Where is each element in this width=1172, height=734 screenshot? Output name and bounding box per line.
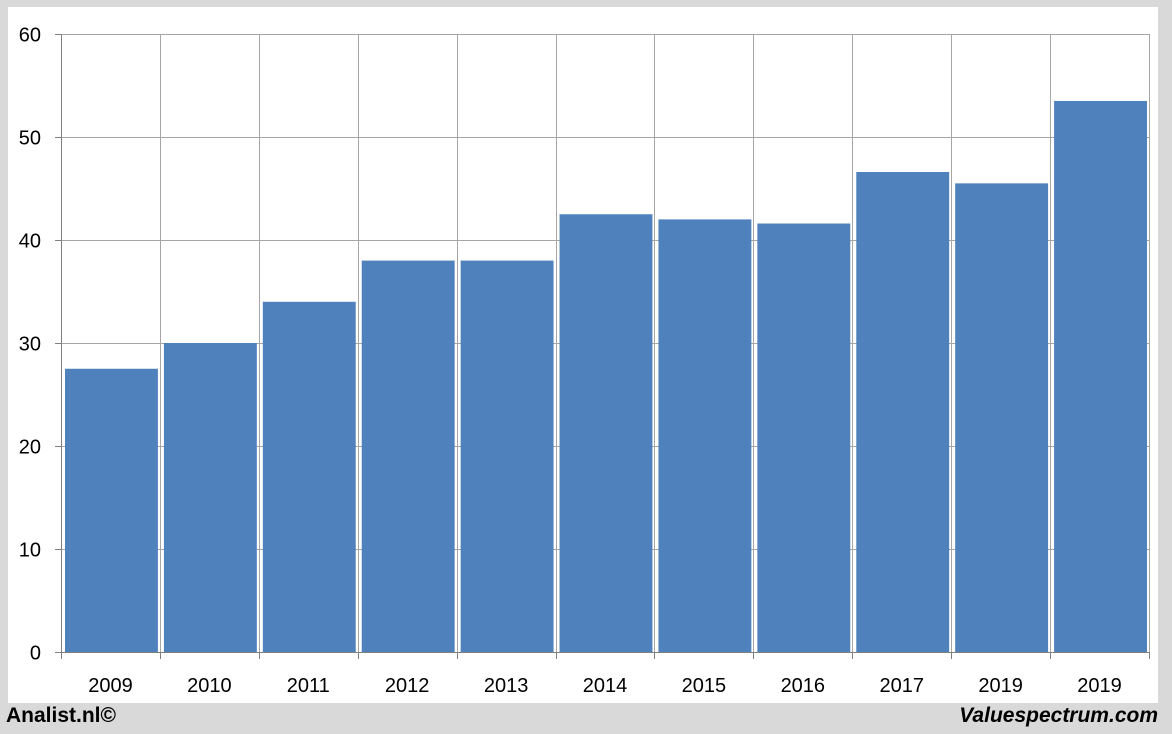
bar-2017-8	[856, 172, 950, 652]
x-tick-label: 2017	[879, 675, 924, 697]
y-tick-label: 40	[19, 231, 41, 253]
x-tick-label: 2016	[781, 675, 826, 697]
y-tick-label: 30	[19, 334, 41, 356]
bars	[65, 100, 1147, 652]
x-tick-label: 2009	[88, 675, 133, 697]
x-tick-label: 2014	[583, 675, 628, 697]
x-tick-label: 2019	[1077, 675, 1122, 697]
x-tick-label: 2015	[682, 675, 727, 697]
source-label: Analist.nl©	[6, 704, 116, 727]
y-tick-labels: 0 10 20 30 40 50 60	[19, 25, 41, 665]
bar-2019-10	[1054, 100, 1147, 652]
bar-2009-0	[65, 368, 158, 652]
x-tick-label: 2013	[484, 675, 529, 697]
website-label: Valuespectrum.com	[959, 704, 1158, 727]
y-tick-label: 60	[19, 25, 41, 47]
x-tick-label: 2012	[385, 675, 430, 697]
x-tick-label: 2019	[978, 675, 1023, 697]
y-tick-label: 0	[30, 643, 41, 665]
bar-2012-3	[361, 260, 455, 652]
y-tick-label: 10	[19, 540, 41, 562]
y-tick-label: 20	[19, 437, 41, 459]
bar-2015-6	[658, 219, 752, 652]
bar-2011-2	[262, 301, 356, 652]
axes	[55, 34, 1150, 659]
x-tick-label: 2011	[287, 675, 330, 697]
y-tick-label: 50	[19, 128, 41, 150]
x-tick-labels: 2009 2010 2011 2012 2013 2014 2015 2016 2017 2019…	[88, 675, 1122, 697]
bar-2016-7	[757, 223, 851, 652]
bar-2019-9	[955, 183, 1049, 652]
bar-2014-5	[559, 214, 653, 652]
bar-2010-1	[163, 343, 257, 652]
x-tick-label: 2010	[187, 675, 232, 697]
bar-2013-4	[460, 260, 554, 652]
